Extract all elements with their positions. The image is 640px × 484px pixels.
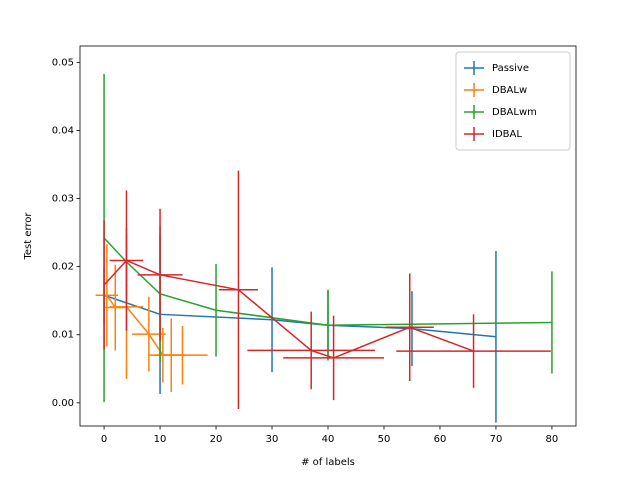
x-tick-label: 0 bbox=[101, 434, 107, 445]
legend: Passive DBALw DBALwm IDBAL bbox=[455, 51, 571, 151]
series-line bbox=[103, 294, 497, 338]
y-tick-label: 0.02 bbox=[52, 262, 74, 273]
y-tick-label: 0.04 bbox=[52, 125, 74, 136]
legend-label: IDBAL bbox=[492, 129, 522, 140]
x-tick-label: 70 bbox=[490, 434, 503, 445]
x-tick-label: 10 bbox=[154, 434, 167, 445]
legend-label: DBALwm bbox=[492, 107, 537, 118]
y-axis-label: Test error bbox=[23, 212, 34, 261]
series-line bbox=[103, 237, 552, 326]
y-tick-label: 0.00 bbox=[52, 398, 74, 409]
x-tick-label: 60 bbox=[434, 434, 447, 445]
legend-label: Passive bbox=[492, 63, 529, 74]
y-tick-label: 0.03 bbox=[52, 194, 74, 205]
legend-box bbox=[455, 51, 571, 151]
x-tick-label: 20 bbox=[210, 434, 223, 445]
plot-frame bbox=[79, 45, 577, 427]
x-tick-label: 30 bbox=[266, 434, 279, 445]
x-tick-label: 80 bbox=[546, 434, 559, 445]
y-tick-label: 0.01 bbox=[52, 330, 74, 341]
x-tick-label: 40 bbox=[322, 434, 335, 445]
x-axis-label: # of labels bbox=[301, 457, 355, 468]
x-tick-label: 50 bbox=[378, 434, 391, 445]
series-line bbox=[103, 259, 474, 359]
y-tick-label: 0.05 bbox=[52, 57, 74, 68]
legend-label: DBALw bbox=[492, 85, 527, 96]
